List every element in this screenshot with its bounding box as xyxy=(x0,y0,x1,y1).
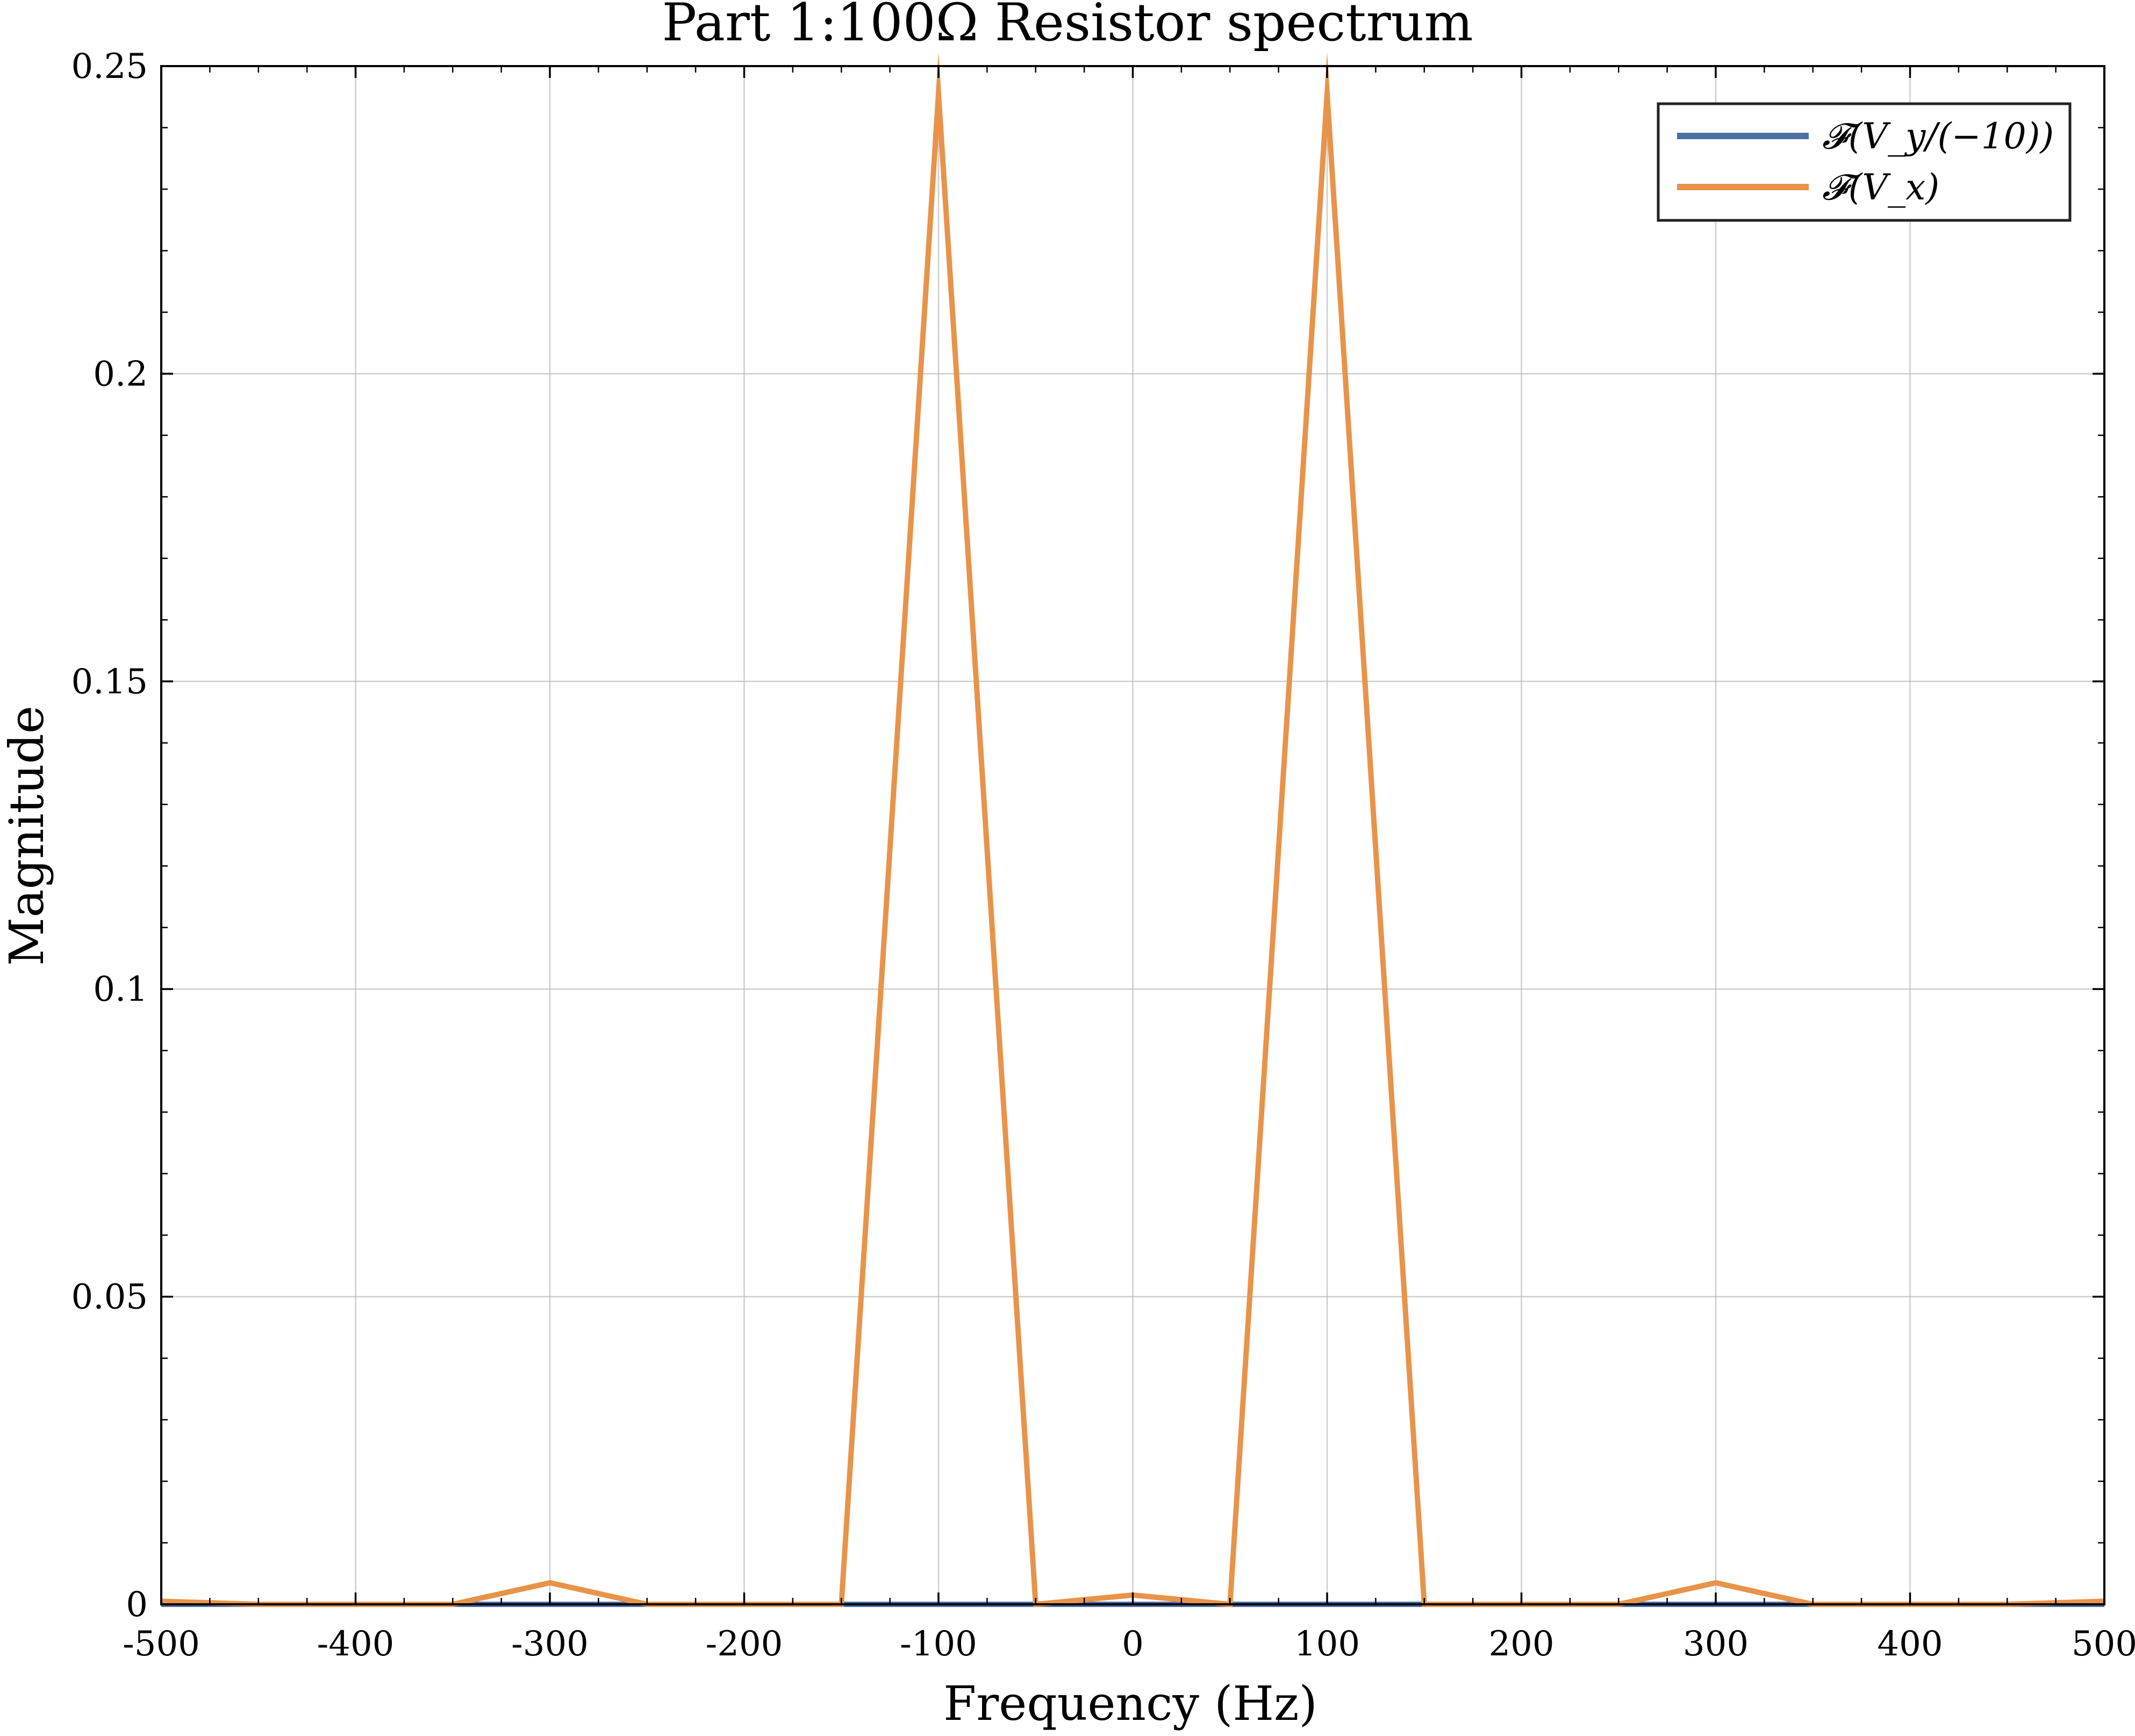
y-tick-label: 0 xyxy=(126,1585,148,1625)
legend-label-series-1: 𝓕(V_y/(−10)) xyxy=(1822,116,2054,157)
y-axis-label: Magnitude xyxy=(0,706,54,966)
x-tick-label: -300 xyxy=(511,1624,589,1664)
x-tick-label: -200 xyxy=(706,1624,783,1664)
x-tick-label: 500 xyxy=(2072,1624,2135,1664)
x-tick-label: 200 xyxy=(1488,1624,1554,1664)
y-tick-label: 0.05 xyxy=(71,1278,148,1317)
y-tick-label: 0.1 xyxy=(93,970,148,1009)
x-tick-label: -500 xyxy=(123,1624,200,1664)
x-axis-label: Frequency (Hz) xyxy=(943,1676,1317,1731)
x-tick-label: -100 xyxy=(900,1624,977,1664)
x-tick-label: 100 xyxy=(1294,1624,1360,1664)
x-tick-label: 400 xyxy=(1877,1624,1943,1664)
y-tick-label: 0.15 xyxy=(71,662,148,702)
legend: 𝓕(V_y/(−10)) 𝓕(V_x) xyxy=(1658,104,2070,220)
chart-title: Part 1:100Ω Resistor spectrum xyxy=(662,0,1473,53)
y-tick-label: 0.25 xyxy=(71,47,148,87)
legend-label-series-2: 𝓕(V_x) xyxy=(1822,167,1939,208)
x-tick-label: -400 xyxy=(317,1624,395,1664)
x-tick-label: 0 xyxy=(1122,1624,1144,1664)
x-tick-label: 300 xyxy=(1683,1624,1749,1664)
y-tick-label: 0.2 xyxy=(93,354,148,394)
